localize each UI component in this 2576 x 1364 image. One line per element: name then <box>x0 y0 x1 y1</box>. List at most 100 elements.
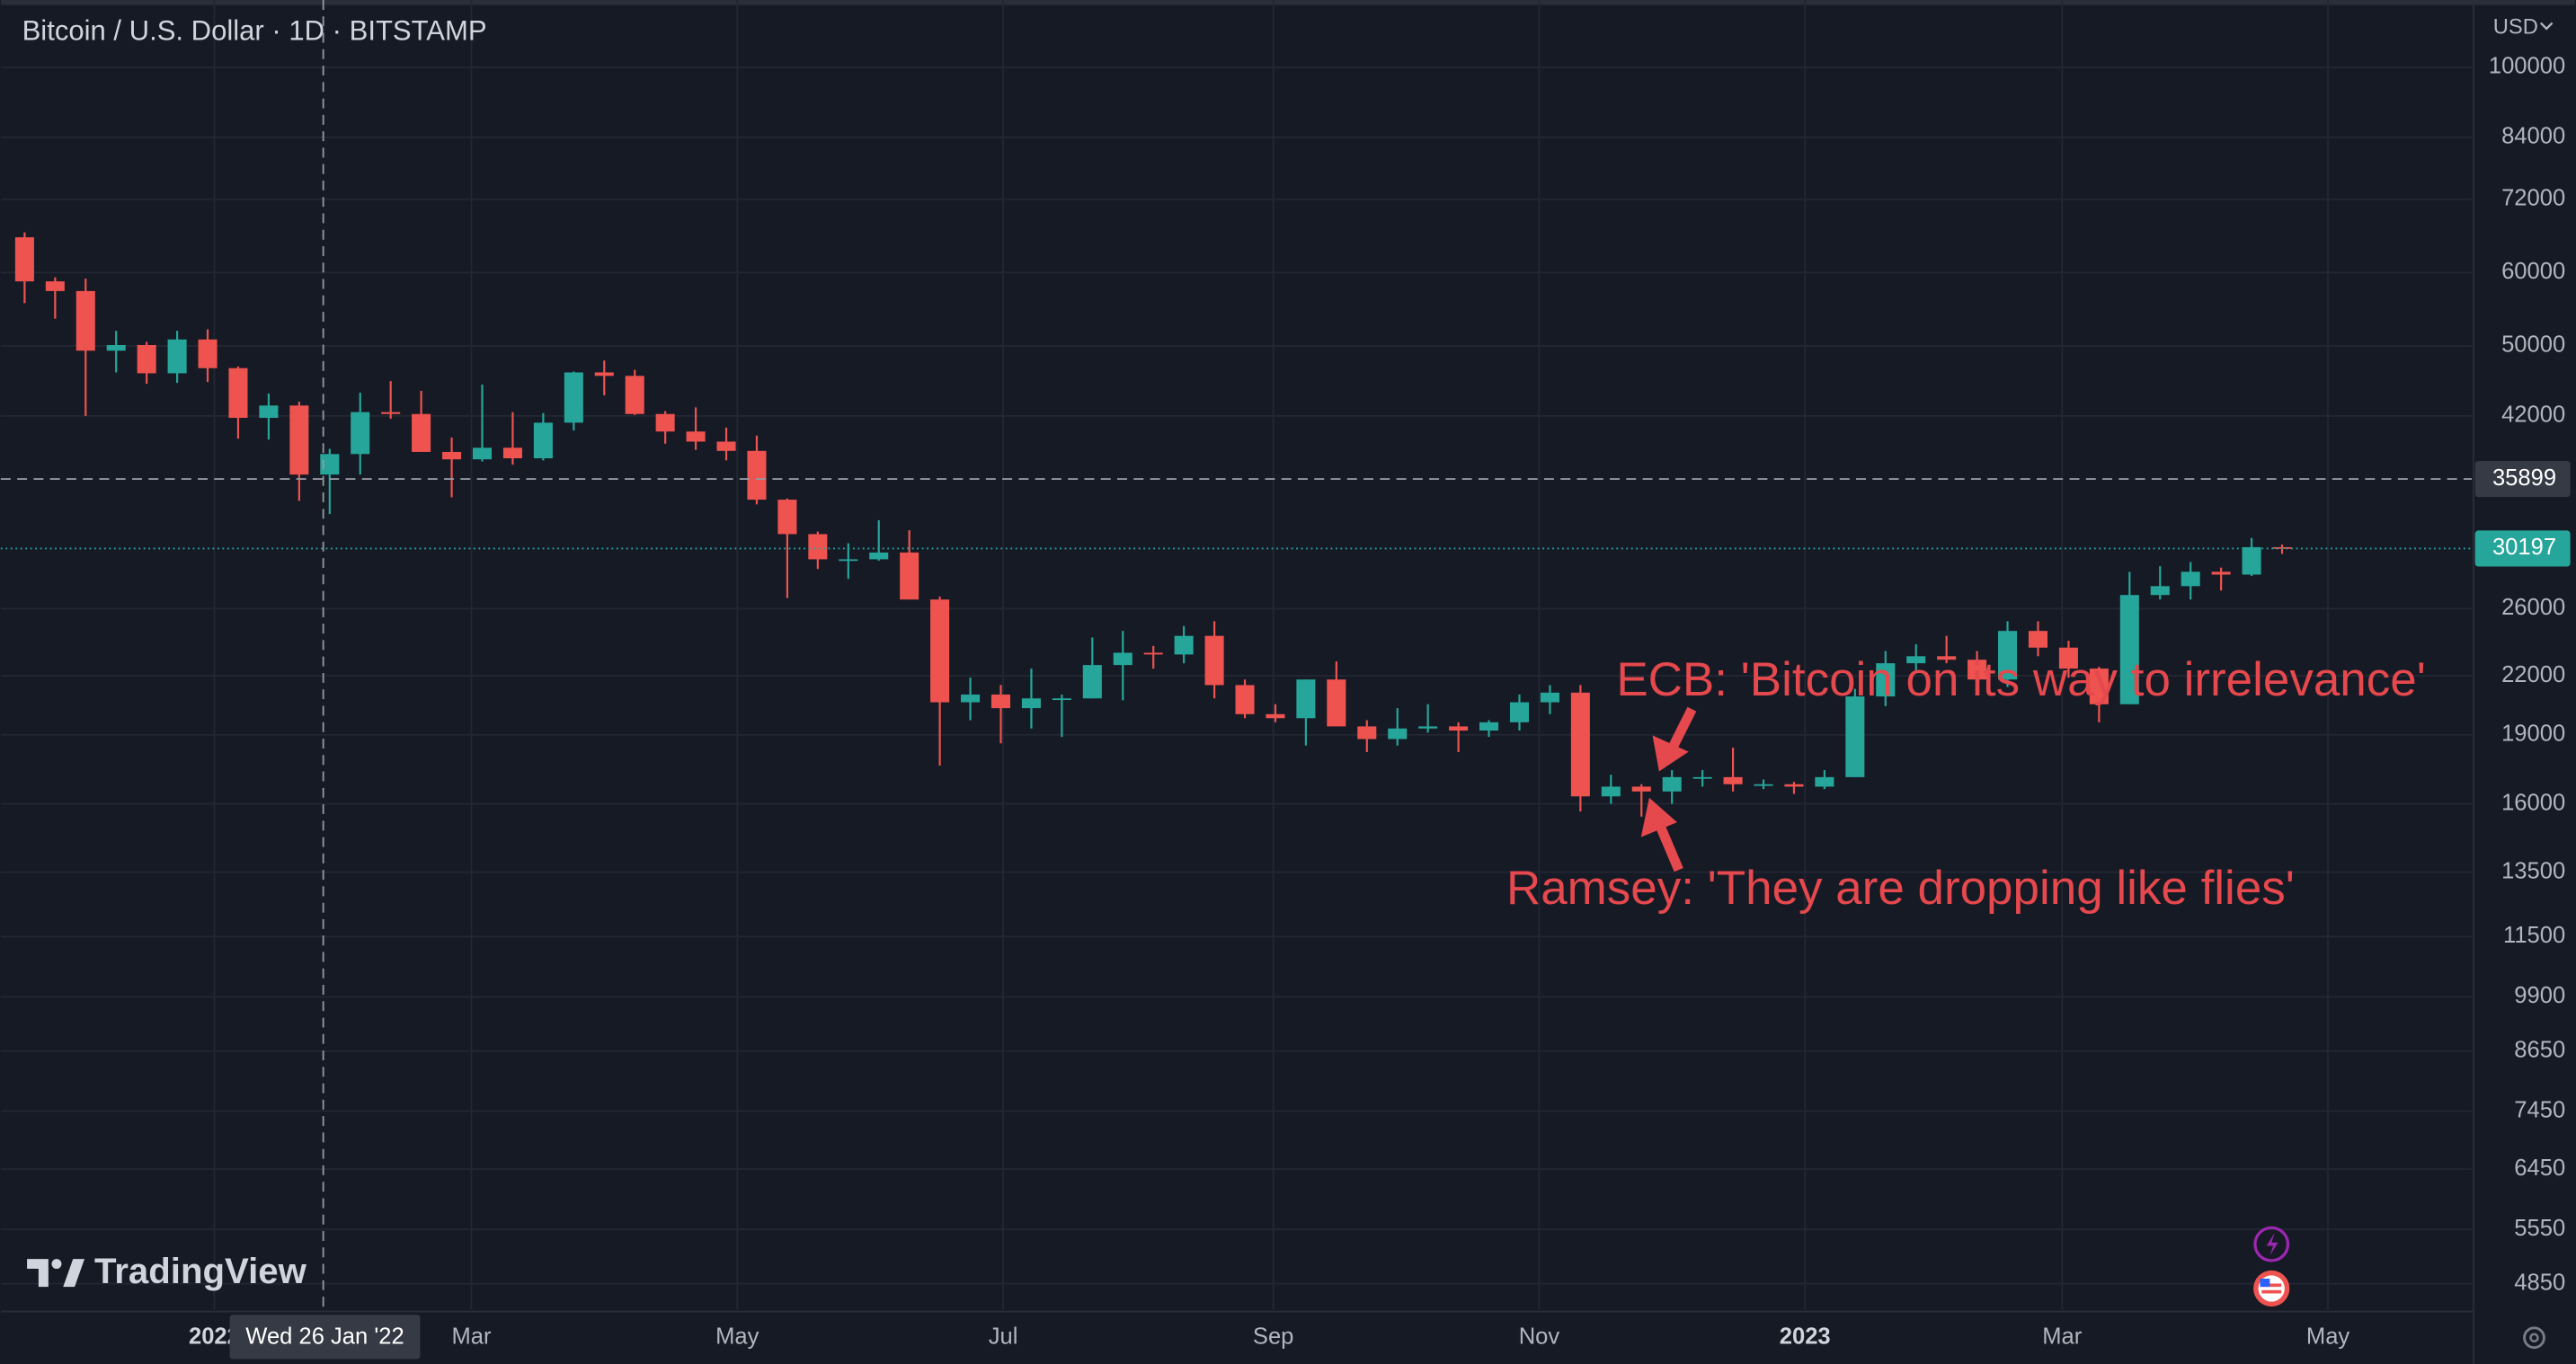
y-tick-label: 26000 <box>2501 595 2565 620</box>
y-tick-label: 6450 <box>2514 1156 2565 1181</box>
candle-body <box>289 405 309 475</box>
candle-body <box>502 447 522 459</box>
candle-body <box>137 344 156 374</box>
x-tick-label: Jul <box>989 1324 1018 1350</box>
y-tick-label: 22000 <box>2501 662 2565 687</box>
candle-body <box>1815 776 1834 787</box>
candle-body <box>655 413 675 432</box>
candle-body <box>1357 726 1377 740</box>
candle-body <box>320 454 340 475</box>
candle-body <box>412 413 431 452</box>
top-border <box>0 0 2576 5</box>
candle-body <box>1601 786 1621 797</box>
candle-body <box>1540 692 1559 703</box>
brand-logo <box>27 1259 85 1288</box>
x-tick-label: Mar <box>451 1324 492 1350</box>
crosshair-price-label: 35899 <box>2492 465 2556 491</box>
candle-body <box>1662 776 1682 792</box>
candle-body <box>930 599 950 703</box>
candle-body <box>1052 698 1071 701</box>
candle-body <box>808 534 828 560</box>
candle-body <box>2028 631 2048 648</box>
candle-body <box>1174 635 1194 655</box>
candle-body <box>1266 713 1285 719</box>
y-tick-label: 100000 <box>2489 54 2565 79</box>
last-price-box <box>2474 530 2571 567</box>
candle-body <box>1082 665 1102 699</box>
x-tick-label: May <box>715 1324 759 1350</box>
candle-body <box>1235 685 1255 714</box>
annotation-arrows <box>1640 706 1697 872</box>
x-tick-label: Nov <box>1519 1324 1560 1350</box>
candle-body <box>1113 652 1133 666</box>
candle-body <box>2119 595 2139 704</box>
candle-body <box>1449 726 1469 731</box>
candle-body <box>900 552 919 600</box>
x-tick-label: 2023 <box>1780 1324 1831 1350</box>
candle-body <box>106 344 126 351</box>
candle-body <box>1692 776 1712 779</box>
candle-body <box>198 339 218 368</box>
candle-body <box>1906 656 1926 664</box>
y-tick-label: 16000 <box>2501 790 2565 815</box>
annotation: ECB: 'Bitcoin on its way to irrelevance' <box>1616 653 2425 706</box>
candle-body <box>14 237 34 282</box>
candle-body <box>351 412 370 455</box>
candle-body <box>1204 635 1224 686</box>
x-tick-label: Mar <box>2042 1324 2083 1350</box>
candle-body <box>2211 571 2231 575</box>
candle-body <box>259 405 279 419</box>
candle-body <box>1570 692 1590 797</box>
y-tick-label: 13500 <box>2501 858 2565 883</box>
brand-name: TradingView <box>94 1251 307 1291</box>
last-price-label: 30197 <box>2492 535 2556 560</box>
candle-body <box>1631 786 1651 792</box>
y-tick-label: 42000 <box>2501 403 2565 428</box>
candle-body <box>533 422 553 459</box>
candle-body <box>1876 663 1896 697</box>
candle-body <box>1754 784 1773 786</box>
event-icons <box>2253 1226 2290 1307</box>
grid <box>0 0 2473 1310</box>
candle-body <box>1968 660 1987 680</box>
candle-body <box>625 376 644 414</box>
y-tick-label: 11500 <box>2503 923 2565 948</box>
candle-body <box>2089 669 2109 704</box>
candle-body <box>747 450 767 500</box>
candle-body <box>961 694 981 703</box>
crosshair-date-label: Wed 26 Jan '22 <box>245 1324 404 1350</box>
candle-body <box>1937 656 1957 660</box>
candle-body <box>594 372 614 376</box>
y-tick-label: 4850 <box>2514 1270 2565 1295</box>
y-tick-label: 84000 <box>2501 124 2565 149</box>
candle-body <box>777 500 797 535</box>
candle-body <box>1388 728 1408 740</box>
y-tick-label: 5550 <box>2514 1216 2565 1241</box>
candle-body <box>45 281 65 291</box>
y-tick-label: 7450 <box>2514 1097 2565 1122</box>
currency-selector[interactable]: USD <box>2493 15 2538 39</box>
candle-body <box>839 559 858 562</box>
currency-chevron <box>2539 22 2554 31</box>
candle-body <box>1509 702 1530 722</box>
settings-icon[interactable] <box>2523 1326 2545 1350</box>
annotation: Ramsey: 'They are dropping like flies' <box>1506 862 2295 915</box>
x-tick-label: Sep <box>1253 1324 1293 1350</box>
candle-body <box>716 441 736 451</box>
candle-body <box>1143 652 1163 655</box>
candle-body <box>2058 647 2078 669</box>
candle-body <box>869 552 889 560</box>
candle-body <box>1479 722 1499 731</box>
candle-body <box>686 431 706 442</box>
candle-body <box>1296 679 1316 719</box>
candle-body <box>1327 679 1346 727</box>
candle-body <box>564 372 583 423</box>
y-tick-label: 9900 <box>2514 983 2565 1008</box>
y-tick-label: 50000 <box>2501 332 2565 358</box>
candle-body <box>76 290 95 351</box>
candle-body <box>1784 784 1804 787</box>
candle-body <box>442 451 462 460</box>
candle-body <box>990 694 1011 709</box>
